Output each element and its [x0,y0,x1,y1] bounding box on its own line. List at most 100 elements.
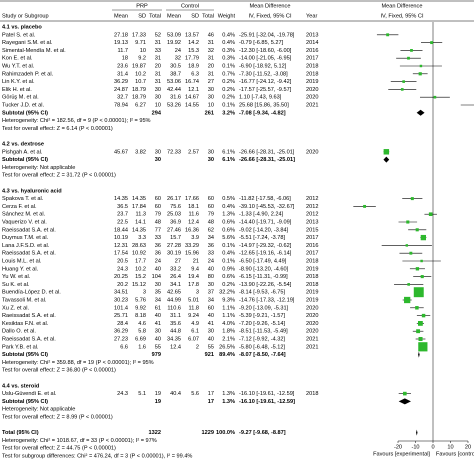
effect-ci: -12.65 [-19.16, -6.14] [239,251,292,257]
control-mean: 27 [175,258,181,264]
effect-ci: -14.97 [-29.32, -0.62] [239,243,292,249]
year: 2020 [306,305,318,311]
control-sd: 15.3 [188,48,199,54]
prp-mean: 27.23 [114,336,128,342]
year: 2012 [306,196,318,202]
control-total: 80 [208,274,214,280]
effect-square [415,267,420,271]
weight: 1.3% [222,399,235,405]
control-total: 261 [205,110,214,116]
prp-sd: 17.33 [132,32,146,38]
statistic-note: Test for overall effect: Z = 44.75 (P < … [2,446,116,452]
effect-square [383,149,390,155]
year: 2013 [306,32,318,38]
prp-total: 79 [155,212,161,218]
prp-mean: 19.13 [114,40,128,46]
year: 2020 [306,313,318,319]
x-tick-label: -10 [411,444,419,450]
control-total: 34 [208,297,214,303]
control-mean: 15.7 [170,235,181,241]
control-mean: 34.35 [167,336,181,342]
effect-ci: -5.80 [-6.48, -5.12] [239,344,285,350]
weight: 89.4% [219,352,235,358]
prp-mean: 20.2 [117,282,128,288]
control-total: 60 [208,204,214,210]
study-name: Görüş M. et al. [2,95,39,101]
year: 2020 [306,149,318,155]
weight: 6.1% [222,157,235,163]
pooled-diamond [416,109,425,116]
weight: 6.1% [222,149,235,155]
weight: 0.5% [222,196,235,202]
effect-ci: -8.07 [-8.50, -7.64] [239,352,286,358]
effect-square [418,321,423,326]
study-name: Duymus T.M. et al. [2,235,49,241]
year: 2018 [306,282,318,288]
weight: 0.2% [222,79,235,85]
weight: 0.1% [222,102,235,108]
prp-sd: 15.12 [132,282,146,288]
prp-mean: 18.44 [114,227,128,233]
prp-total: 104 [152,274,161,280]
prp-mean: 25.71 [114,313,128,319]
year: 2019 [306,290,318,296]
pooled-diamond [398,398,411,405]
prp-sd: 10.92 [132,251,146,257]
study-name: Lin K.Y. et al. [2,79,35,85]
study-name: Xu Z. et al. [2,305,29,311]
prp-mean: 17.54 [114,251,128,257]
effect-ci: -14.76 [-17.33, -12.19] [239,297,295,303]
year: 2016 [306,48,318,54]
control-sd: 17.79 [185,56,199,62]
prp-total: 19 [155,399,161,405]
effect-ci: -25.91 [-32.04, -19.78] [239,32,295,38]
effect-ci: -8.51 [-11.53, -5.49] [239,329,288,335]
year: 2018 [306,63,318,69]
group1-header: PRP [136,3,148,9]
year: 2018 [306,258,318,264]
effect-square [420,275,424,279]
control-total: 30 [208,329,214,335]
effect-ci: -7.20 [-9.26, -5.14] [239,321,285,327]
weight: 1.3% [222,212,235,218]
control-sd: 4.9 [191,321,199,327]
study-name: Raeissadat S.A. et al. [2,313,56,319]
year: 2020 [306,87,318,93]
effect-ci: -26.66 [-28.31, -25.01] [239,149,295,155]
effect-ci: -6.15 [-11.31, -0.99] [239,274,288,280]
prp-total: 55 [155,344,161,350]
control-total: 17 [208,391,214,397]
statistic-note: Heterogeneity: Not applicable [2,407,75,413]
year: 2021 [306,344,318,350]
control-mean: 44.8 [170,329,181,335]
weight: 1.1% [222,313,235,319]
statistic-note: Heterogeneity: Not applicable [2,165,75,171]
effect-ci: -13.90 [-22.26, -5.54] [239,282,292,288]
prp-mean: 34.51 [114,290,128,296]
study-name: Lana J.F.S.D. et al. [2,243,50,249]
prp-total: 36 [155,243,161,249]
study-name: Pishgah A. et al. [2,149,43,155]
prp-total: 294 [152,110,162,116]
effect-ci: -9.20 [-13.09, -5.31] [239,305,289,311]
prp-total: 36 [155,251,161,257]
plot-header: Mean Difference [382,3,423,9]
control-mean: 30.19 [167,251,181,257]
control-total: 10 [208,102,214,108]
control-total: 79 [208,212,214,218]
year: 2019 [306,266,318,272]
prp-total: 31 [155,71,161,77]
year: 2021 [306,102,318,108]
study-name: Cerza F. et al. [2,204,37,210]
effect-square [407,283,410,286]
effect-ci: -14.40 [-19.71, -9.09] [239,219,292,225]
prp-mean: 36.5 [117,204,128,210]
study-name: Elik H. et al. [2,87,32,93]
prp-sd: 3.3 [138,235,146,241]
control-total: 37 [208,290,214,296]
control-total: 33 [208,251,214,257]
effect-square [420,234,427,241]
effect-square [400,88,404,91]
control-mean: 34.1 [170,282,181,288]
prp-sd: 3.82 [135,149,146,155]
